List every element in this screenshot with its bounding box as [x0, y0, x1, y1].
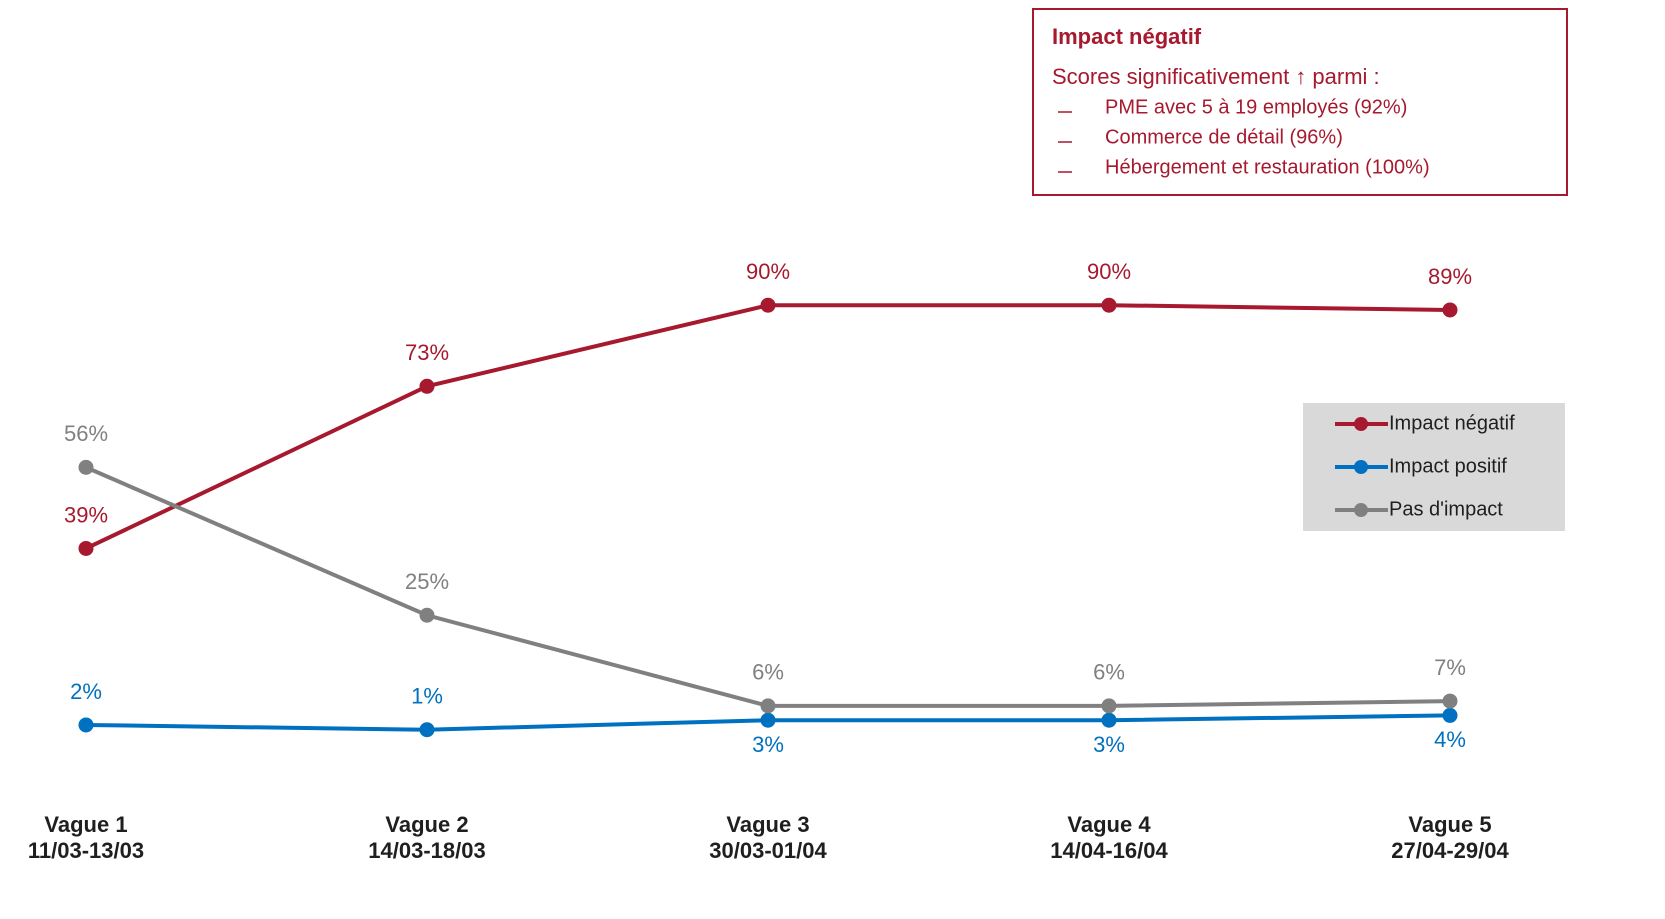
annotation-box [1032, 8, 1568, 196]
data-label: 89% [1428, 264, 1472, 289]
annotation-title: Impact négatif [1052, 24, 1202, 49]
data-label: 90% [746, 259, 790, 284]
annotation-subtitle: Scores significativement ↑ parmi : [1052, 64, 1380, 89]
x-tick-date: 11/03-13/03 [28, 838, 144, 863]
data-label: 4% [1434, 727, 1466, 752]
data-label: 2% [70, 679, 102, 704]
legend-marker [1354, 417, 1368, 431]
data-point [78, 540, 94, 556]
data-point [760, 712, 776, 728]
data-point [419, 607, 435, 623]
x-tick-date: 14/04-16/04 [1050, 838, 1168, 863]
data-label: 56% [64, 421, 108, 446]
data-point [419, 722, 435, 738]
legend-marker [1354, 460, 1368, 474]
data-label: 39% [64, 502, 108, 527]
data-label: 7% [1434, 655, 1466, 680]
data-point [78, 459, 94, 475]
data-point [1442, 302, 1458, 318]
legend-label: Pas d'impact [1389, 498, 1503, 520]
data-label: 25% [405, 569, 449, 594]
x-tick-date: 14/03-18/03 [368, 838, 485, 863]
data-point [419, 378, 435, 394]
data-point [78, 717, 94, 733]
data-point [1101, 297, 1117, 313]
data-point [1101, 698, 1117, 714]
series-line [85, 303, 1451, 551]
x-tick-label: Vague 1 [44, 812, 127, 837]
data-label: 3% [752, 732, 784, 757]
annotation-item: Hébergement et restauration (100%) [1105, 156, 1430, 178]
x-tick-date: 30/03-01/04 [709, 838, 827, 863]
x-tick-label: Vague 5 [1408, 812, 1491, 837]
legend-label: Impact positif [1389, 455, 1507, 477]
x-tick-label: Vague 3 [726, 812, 809, 837]
x-tick-label: Vague 2 [385, 812, 468, 837]
data-label: 73% [405, 340, 449, 365]
legend-label: Impact négatif [1389, 412, 1515, 434]
annotation-item: PME avec 5 à 19 employés (92%) [1105, 96, 1407, 118]
x-tick-label: Vague 4 [1067, 812, 1151, 837]
data-label: 6% [752, 660, 784, 685]
annotation-item: Commerce de détail (96%) [1105, 126, 1343, 148]
data-point [760, 698, 776, 714]
data-point [1442, 707, 1458, 723]
x-tick-date: 27/04-29/04 [1391, 838, 1509, 863]
data-point [1101, 712, 1117, 728]
data-point [760, 297, 776, 313]
data-label: 6% [1093, 660, 1125, 685]
data-label: 1% [411, 684, 443, 709]
data-label: 90% [1087, 259, 1131, 284]
data-point [1442, 693, 1458, 709]
data-label: 3% [1093, 732, 1125, 757]
legend-marker [1354, 503, 1368, 517]
